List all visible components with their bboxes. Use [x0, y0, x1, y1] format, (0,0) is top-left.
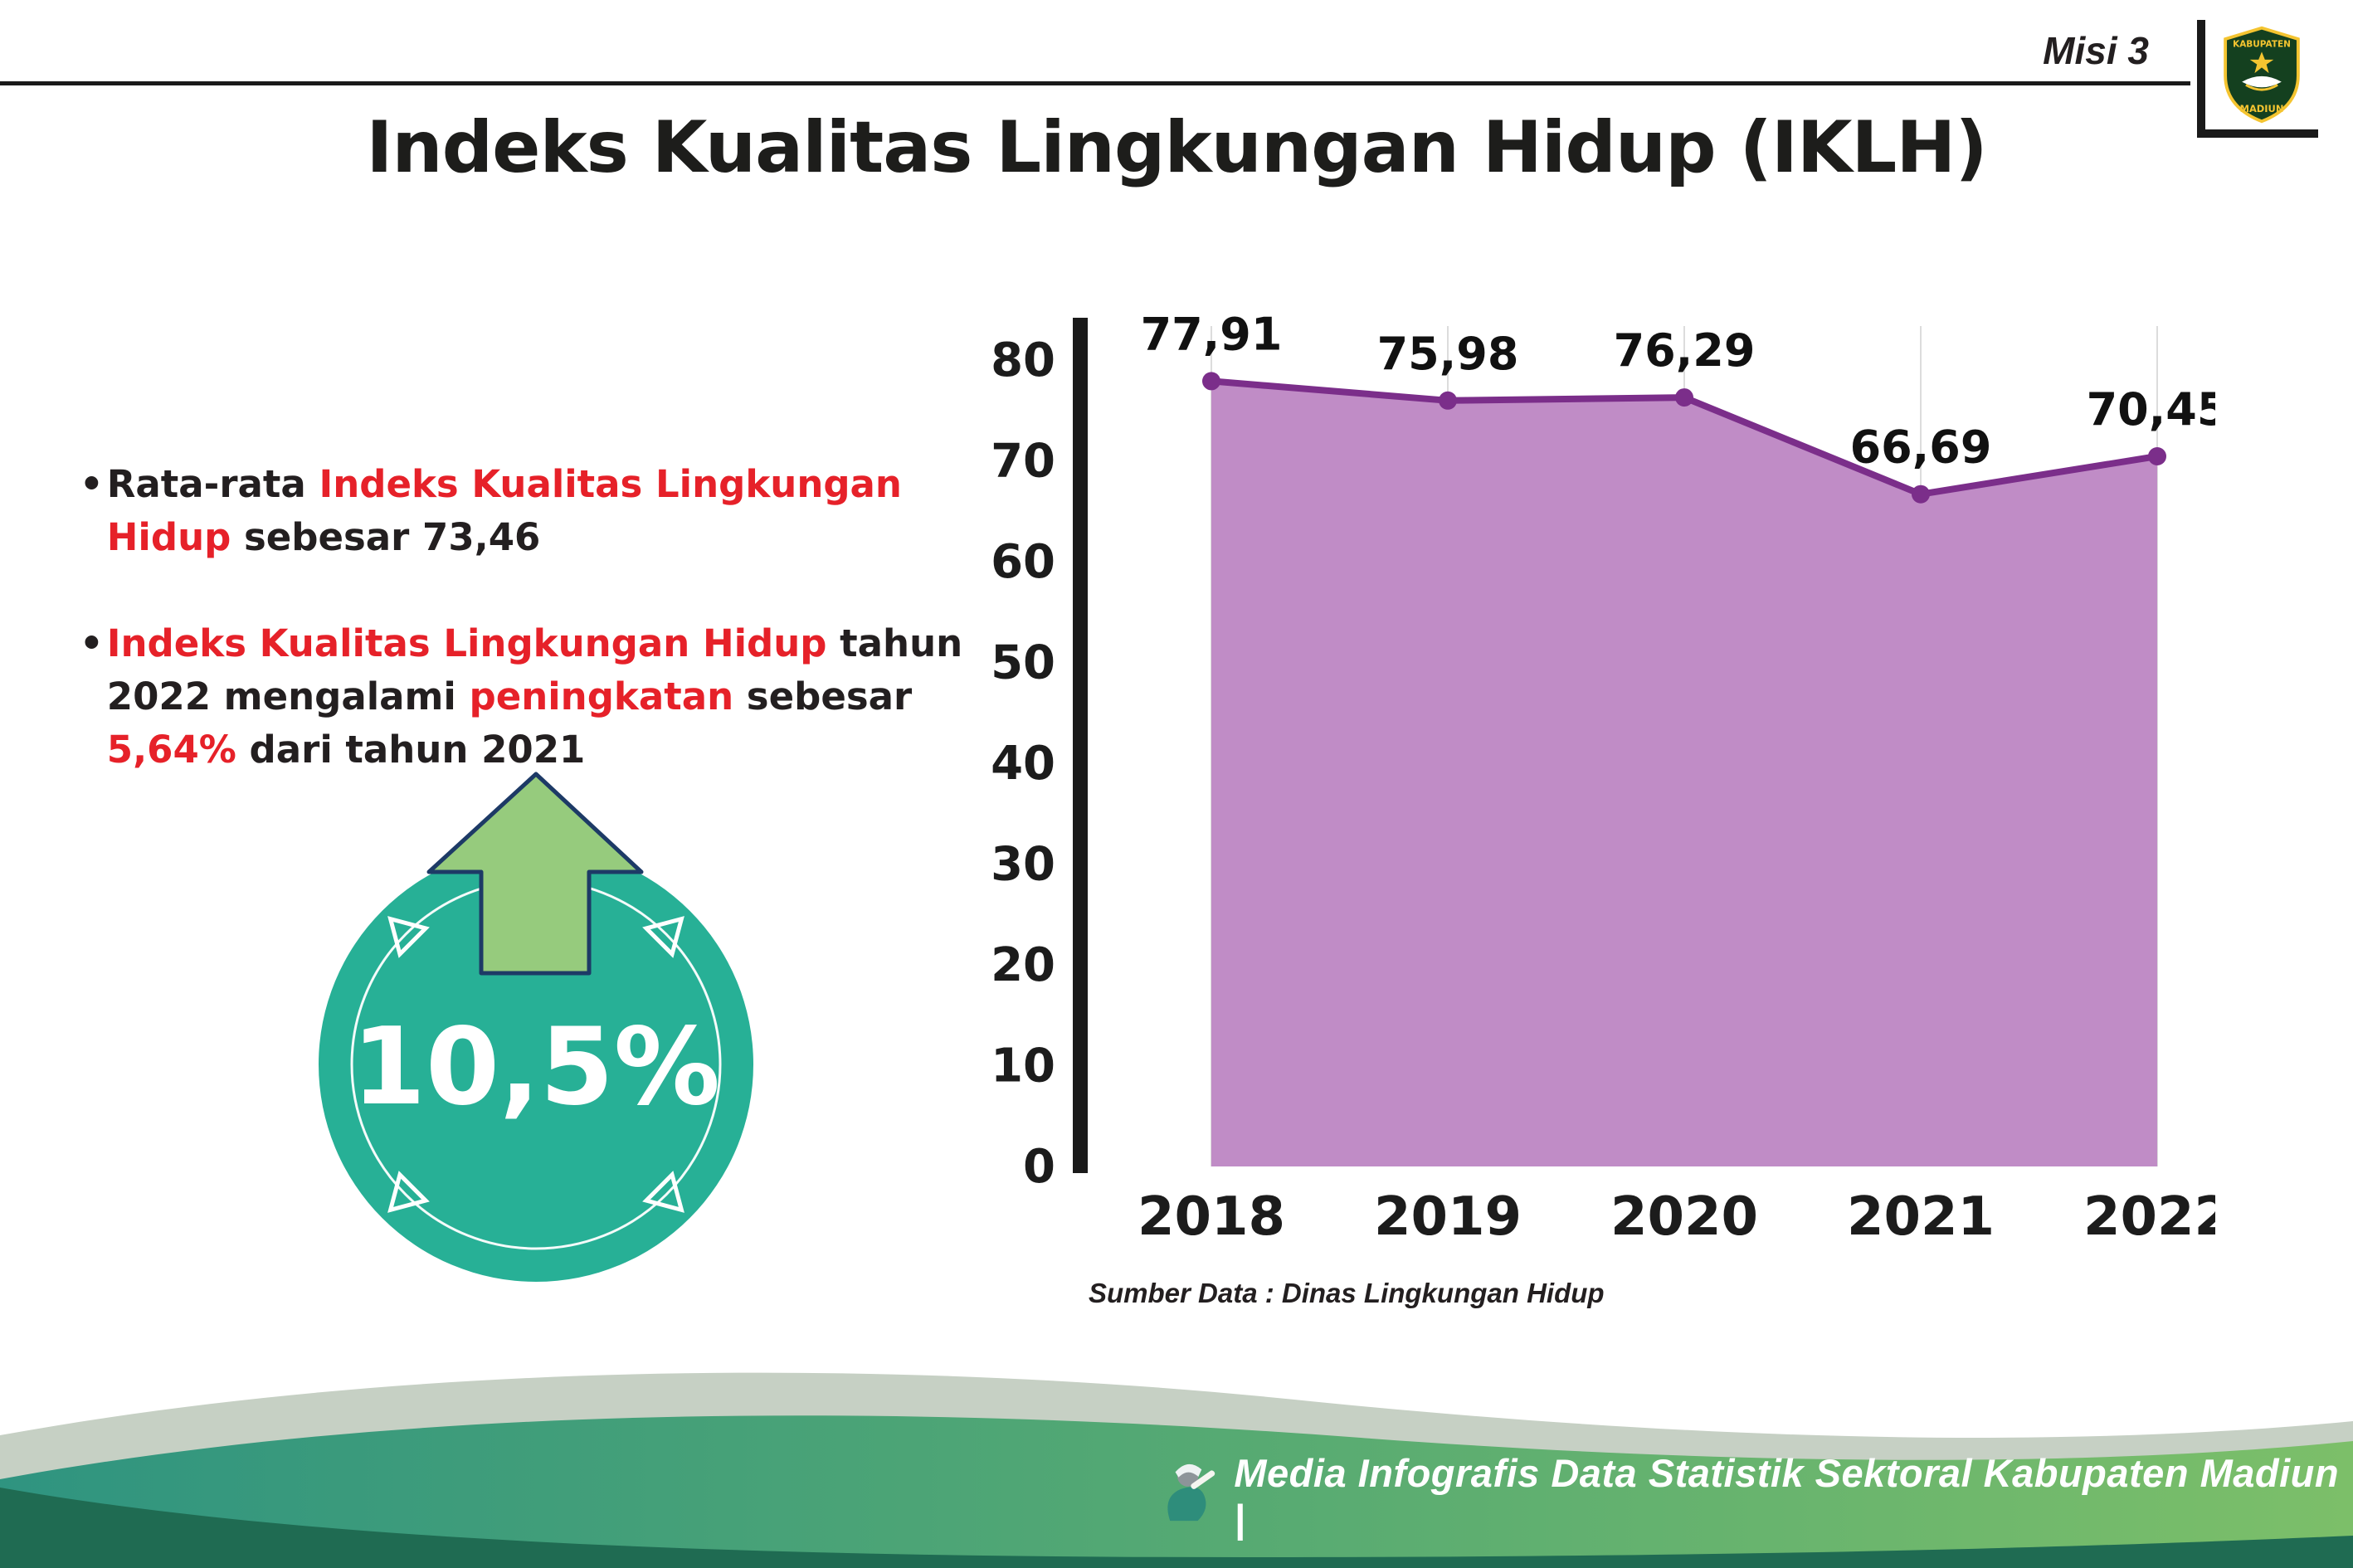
mascot-icon [1167, 1463, 1215, 1522]
y-tick-label: 80 [991, 334, 1055, 387]
kabupaten-madiun-logo: KABUPATEN MADIUN [2197, 20, 2318, 138]
value-label: 70,45 [2087, 383, 2215, 436]
bullet-text-segment: sebesar 73,46 [231, 514, 541, 559]
badge-circle [319, 847, 753, 1282]
bullet-item: • Indeks Kualitas Lingkungan Hidup tahun … [80, 617, 967, 777]
bullet-text-segment: Indeks Kualitas Lingkungan Hidup [106, 462, 902, 559]
bullet-text-segment: peningkatan [469, 674, 734, 718]
value-label: 77,91 [1141, 308, 1283, 360]
up-arrow-icon [426, 772, 644, 976]
page-title: Indeks Kualitas Lingkungan Hidup (IKLH) [366, 106, 1987, 189]
x-tick-label: 2019 [1374, 1186, 1522, 1248]
data-point [1439, 391, 1457, 410]
ring-triangles [387, 916, 684, 1213]
value-label: 75,98 [1377, 328, 1519, 380]
logo-bottom-text: MADIUN [2240, 103, 2284, 114]
y-tick-label: 20 [991, 938, 1055, 992]
value-label: 76,29 [1614, 324, 1756, 377]
bullet-text: Rata-rata Indeks Kualitas Lingkungan Hid… [107, 458, 967, 564]
value-label: 66,69 [1850, 421, 1992, 474]
bullet-marker: • [80, 462, 104, 506]
badge-graphic: 10,5% [319, 772, 753, 1282]
bullet-text-segment: Rata-rata [106, 462, 319, 506]
increase-badge: 10,5% [297, 767, 772, 1286]
y-tick-label: 70 [991, 435, 1055, 489]
bullet-text-segment: 5,64% [106, 727, 236, 772]
bullet-list: • Rata-rata Indeks Kualitas Lingkungan Hi… [80, 458, 967, 829]
bullet-text: Indeks Kualitas Lingkungan Hidup tahun 2… [107, 617, 967, 777]
data-point [1912, 485, 1930, 504]
crest-icon: KABUPATEN MADIUN [2224, 26, 2300, 124]
y-tick-label: 40 [991, 737, 1055, 791]
iklh-area-chart: 0 10 20 30 40 50 60 70 80 77,91 75,98 76,29 66,69 70,… [991, 308, 2231, 1248]
data-point [2148, 447, 2166, 465]
y-tick-label: 60 [991, 535, 1055, 589]
misi-label: Misi 3 [2043, 29, 2149, 72]
y-tick-label: 30 [991, 838, 1055, 892]
bullet-marker: • [80, 621, 104, 665]
x-tick-label: 2022 [2083, 1186, 2215, 1248]
footer-credit: Media Infografis Data Statistik Sektoral… [1234, 1451, 2340, 1541]
bullet-text-segment: Indeks Kualitas Lingkungan Hidup [106, 621, 827, 665]
y-tick-label: 10 [991, 1040, 1055, 1093]
x-tick-label: 2018 [1138, 1186, 1285, 1248]
y-tick-label: 0 [1023, 1140, 1055, 1194]
bullet-item: • Rata-rata Indeks Kualitas Lingkungan Hi… [80, 458, 967, 564]
y-tick-label: 50 [991, 636, 1055, 690]
footer-credit-row: Media Infografis Data Statistik Sektoral… [1152, 1450, 2353, 1541]
area-fill [1211, 381, 2157, 1166]
x-tick-label: 2020 [1610, 1186, 1758, 1248]
chart-source-note: Sumber Data : Dinas Lingkungan Hidup [1089, 1278, 1605, 1308]
data-point [1202, 372, 1220, 391]
header-rule [0, 81, 2190, 85]
bullet-text-segment: sebesar [733, 674, 913, 718]
bullet-text-segment: tahun 2022 mengalami [106, 621, 963, 718]
logo-top-text: KABUPATEN [2233, 40, 2291, 50]
data-point [1675, 388, 1693, 407]
y-axis [1073, 318, 1088, 1173]
bullet-text-segment: dari tahun 2021 [236, 727, 586, 772]
badge-value: 10,5% [352, 1006, 720, 1129]
x-tick-label: 2021 [1847, 1186, 1995, 1248]
chart-area: 0 10 20 30 40 50 60 70 80 77,91 75,98 76,29 66,69 70,… [954, 289, 2231, 1309]
